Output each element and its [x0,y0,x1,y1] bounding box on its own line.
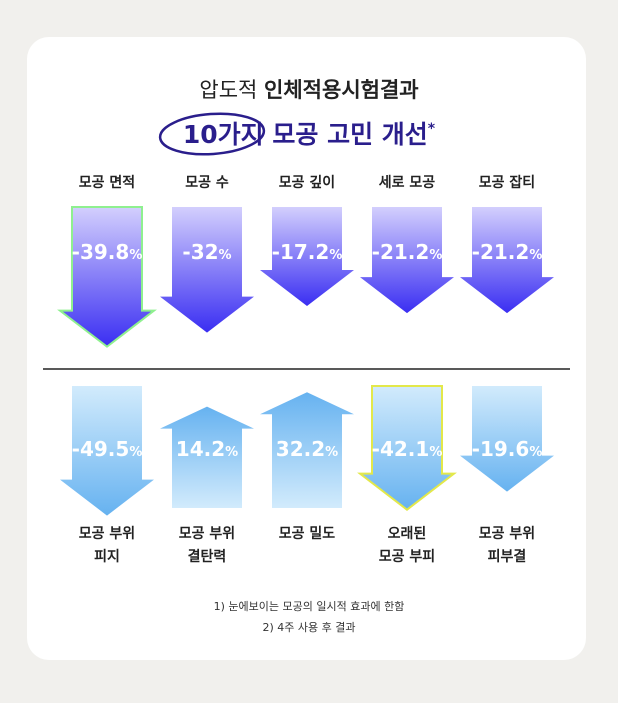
arrow [160,406,254,508]
value: -32 [182,240,218,264]
value: -21.2 [372,240,430,264]
arrow [60,386,154,516]
value-label: -17.2% [272,240,343,264]
item-label: 피지 [94,549,120,565]
value-label: 32.2% [276,437,338,461]
value: -19.6 [472,437,530,461]
footnote: 2) 4주 사용 후 결과 [263,621,356,634]
unit: % [129,445,142,460]
item-label: 모공 면적 [79,174,135,191]
arrow [357,385,457,511]
value: -21.2 [472,240,530,264]
value-label: -49.5% [72,437,143,461]
arrow [260,392,354,508]
value-label: -19.6% [472,437,543,461]
value-label: 14.2% [176,437,238,461]
highlight-circle [158,112,266,156]
footnote: 1) 눈에보이는 모공의 일시적 효과에 한함 [214,599,405,613]
unit: % [529,445,542,460]
value-label: -39.8% [72,240,143,264]
title-bold: 인체적용시험결과 [264,78,419,102]
title: 압도적 인체적용시험결과 [199,78,418,102]
item-label: 피부결 [488,548,527,565]
item-label: 모공 부위 [179,526,235,542]
unit: % [219,248,232,263]
unit: % [529,248,542,263]
value: -39.8 [72,240,130,264]
item-label: 모공 잡티 [479,174,535,191]
value: 14.2 [176,437,225,461]
unit: % [225,445,238,460]
value-label: -32% [182,240,231,264]
title-light: 압도적 [199,78,257,102]
arrow [160,207,254,333]
item-label: 모공 밀도 [279,526,336,542]
item-label: 모공 수 [185,175,229,191]
item-label: 세로 모공 [379,175,436,191]
value: -42.1 [372,437,430,461]
item-label: 결탄력 [188,548,227,565]
subtitle: 10가지 모공 고민 개선* [183,120,436,149]
value-label: -42.1% [372,437,443,461]
value-label: -21.2% [372,240,443,264]
subtitle-text: 모공 고민 개선 [272,120,427,149]
arrow [57,206,157,348]
arrow [460,207,554,314]
asterisk: * [428,121,436,137]
arrow [360,207,454,314]
unit: % [329,248,342,263]
unit: % [129,248,142,263]
arrow [460,386,554,492]
item-label: 모공 부피 [379,549,435,565]
item-label: 모공 부위 [479,526,535,542]
highlight: 10가지 [183,120,264,149]
value: -49.5 [72,437,130,461]
card [27,37,586,660]
arrow [260,207,354,306]
item-label: 모공 깊이 [279,174,335,191]
item-label: 모공 부위 [79,526,135,542]
unit: % [429,445,442,460]
unit: % [429,248,442,263]
value: -17.2 [272,240,330,264]
value-label: -21.2% [472,240,543,264]
value: 32.2 [276,437,325,461]
item-label: 오래된 [388,525,427,542]
unit: % [325,445,338,460]
